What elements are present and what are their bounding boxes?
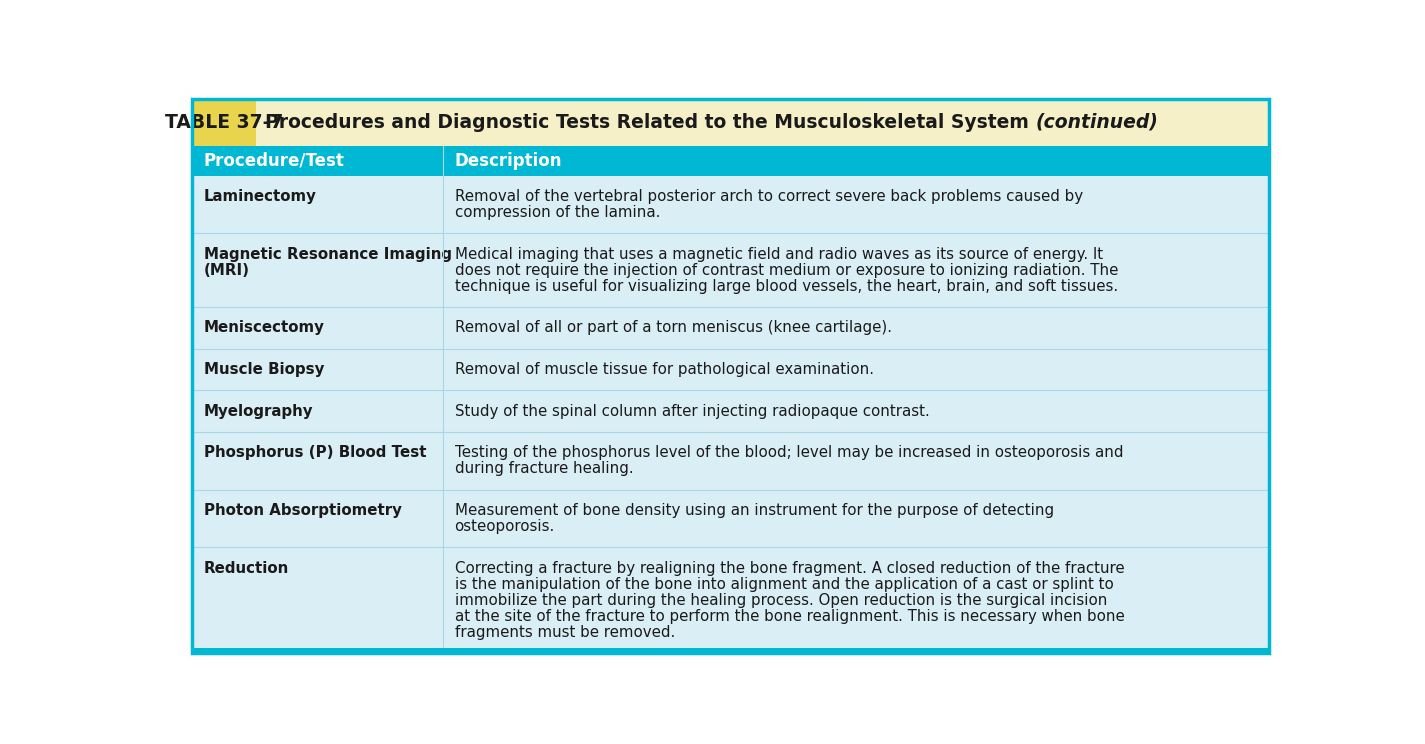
Text: Removal of muscle tissue for pathological examination.: Removal of muscle tissue for pathologica…	[455, 362, 874, 377]
Text: Correcting a fracture by realigning the bone fragment. A closed reduction of the: Correcting a fracture by realigning the …	[455, 560, 1124, 576]
Text: Myelography: Myelography	[204, 403, 314, 419]
Bar	[192, 176, 1268, 233]
Text: compression of the lamina.: compression of the lamina.	[455, 205, 660, 220]
Text: immobilize the part during the healing process. Open reduction is the surgical i: immobilize the part during the healing p…	[455, 592, 1107, 608]
Bar	[192, 147, 1268, 176]
Text: Magnetic Resonance Imaging: Magnetic Resonance Imaging	[204, 246, 452, 262]
Bar	[192, 233, 1268, 307]
Text: Study of the spinal column after injecting radiopaque contrast.: Study of the spinal column after injecti…	[455, 403, 929, 419]
Bar	[192, 547, 1268, 653]
Text: at the site of the fracture to perform the bone realignment. This is necessary w: at the site of the fracture to perform t…	[455, 609, 1124, 623]
Text: fragments must be removed.: fragments must be removed.	[455, 625, 675, 640]
Text: TABLE 37-7: TABLE 37-7	[165, 113, 284, 132]
Text: Meniscectomy: Meniscectomy	[204, 320, 325, 336]
Text: Laminectomy: Laminectomy	[204, 189, 316, 204]
Text: Muscle Biopsy: Muscle Biopsy	[204, 362, 323, 377]
Bar	[192, 307, 1268, 348]
Text: osteoporosis.: osteoporosis.	[455, 519, 554, 534]
Text: Description: Description	[455, 152, 561, 170]
Text: Testing of the phosphorus level of the blood; level may be increased in osteopor: Testing of the phosphorus level of the b…	[455, 445, 1123, 461]
Text: Medical imaging that uses a magnetic field and radio waves as its source of ener: Medical imaging that uses a magnetic fie…	[455, 246, 1103, 262]
Text: (MRI): (MRI)	[204, 263, 249, 278]
Text: during fracture healing.: during fracture healing.	[455, 461, 633, 476]
Text: Phosphorus (P) Blood Test: Phosphorus (P) Blood Test	[204, 445, 426, 461]
Bar	[192, 432, 1268, 490]
Text: Photon Absorptiometry: Photon Absorptiometry	[204, 503, 402, 518]
Text: Removal of the vertebral posterior arch to correct severe back problems caused b: Removal of the vertebral posterior arch …	[455, 189, 1083, 204]
Bar	[192, 98, 1268, 147]
Text: Measurement of bone density using an instrument for the purpose of detecting: Measurement of bone density using an ins…	[455, 503, 1053, 518]
Text: Removal of all or part of a torn meniscus (knee cartilage).: Removal of all or part of a torn meniscu…	[455, 320, 892, 336]
Text: does not require the injection of contrast medium or exposure to ionizing radiat: does not require the injection of contra…	[455, 263, 1117, 278]
Text: is the manipulation of the bone into alignment and the application of a cast or : is the manipulation of the bone into ali…	[455, 577, 1113, 591]
Bar	[192, 648, 1268, 653]
Bar	[192, 390, 1268, 432]
Bar	[192, 348, 1268, 390]
Text: Procedures and Diagnostic Tests Related to the Musculoskeletal System: Procedures and Diagnostic Tests Related …	[265, 113, 1036, 132]
Text: technique is useful for visualizing large blood vessels, the heart, brain, and s: technique is useful for visualizing larg…	[455, 278, 1117, 294]
Bar	[192, 98, 255, 147]
Bar	[192, 490, 1268, 547]
Text: (continued): (continued)	[1036, 113, 1159, 132]
Text: Procedure/Test: Procedure/Test	[204, 152, 345, 170]
Text: Reduction: Reduction	[204, 560, 289, 576]
